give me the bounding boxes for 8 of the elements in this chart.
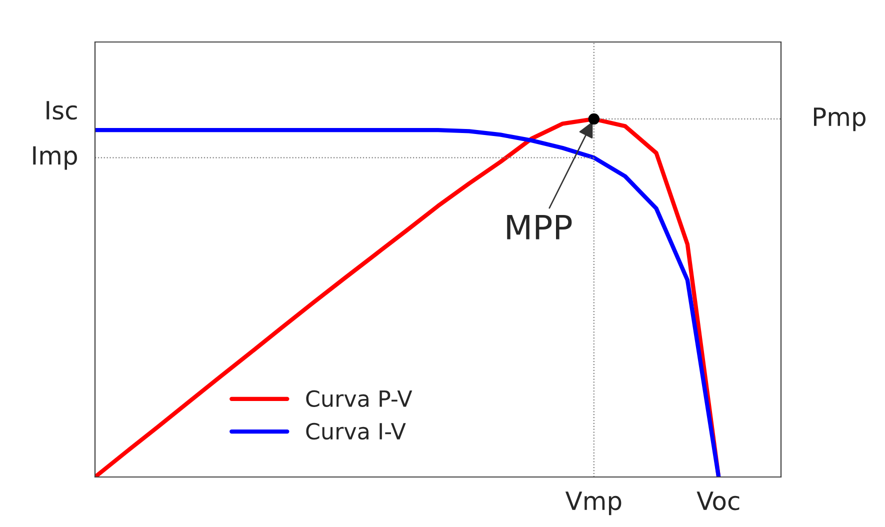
annotation: MPP (507, 214, 572, 240)
x-tick-label: Vmp (565, 492, 622, 516)
ref-line-label: Imp (33, 146, 77, 170)
legend-label: Curva P-V (306, 390, 412, 408)
ref-line-label: Pmp (814, 108, 866, 132)
text: Isc (46, 101, 77, 120)
legend-label: Curva I-V (306, 422, 406, 440)
x-tick-label: Voc (696, 492, 740, 510)
